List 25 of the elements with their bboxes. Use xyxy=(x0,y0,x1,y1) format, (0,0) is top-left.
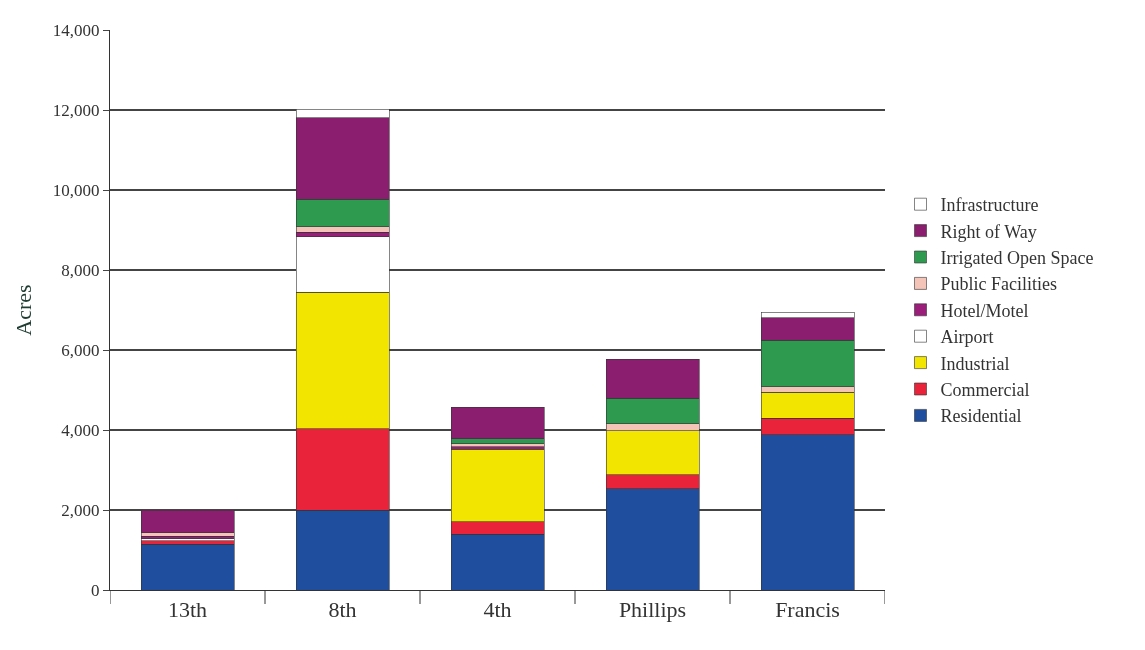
legend-label: Infrastructure xyxy=(940,195,1039,216)
y-tick-label: 6,000 xyxy=(61,340,100,360)
y-axis-title: Acres xyxy=(10,284,36,336)
x-tick-label: Phillips xyxy=(618,597,687,623)
bar xyxy=(140,509,235,534)
x-tick-label: 4th xyxy=(483,597,512,623)
legend-label: Hotel/Motel xyxy=(940,300,1029,321)
x-tick-label: 13th xyxy=(167,597,208,623)
y-tick-label: 2,000 xyxy=(61,500,100,520)
y-tick-label: 10,000 xyxy=(52,180,100,200)
y-tick-label: 4,000 xyxy=(61,420,100,440)
legend-label: Commercial xyxy=(940,380,1030,401)
y-tick-label: 12,000 xyxy=(52,100,100,120)
y-tick-label: 14,000 xyxy=(52,20,100,40)
bar xyxy=(450,406,545,440)
y-tick-label: 8,000 xyxy=(61,260,100,280)
legend-label: Right of Way xyxy=(940,221,1037,242)
legend-label: Irrigated Open Space xyxy=(940,248,1094,269)
x-tick-label: Francis xyxy=(775,597,840,623)
legend-label: Airport xyxy=(940,327,994,348)
legend-label: Industrial xyxy=(940,353,1010,374)
y-tick-label: 0 xyxy=(91,580,100,600)
legend-label: Public Facilities xyxy=(940,274,1057,295)
x-tick-label: 8th xyxy=(328,597,357,623)
legend-label: Residential xyxy=(940,406,1022,427)
